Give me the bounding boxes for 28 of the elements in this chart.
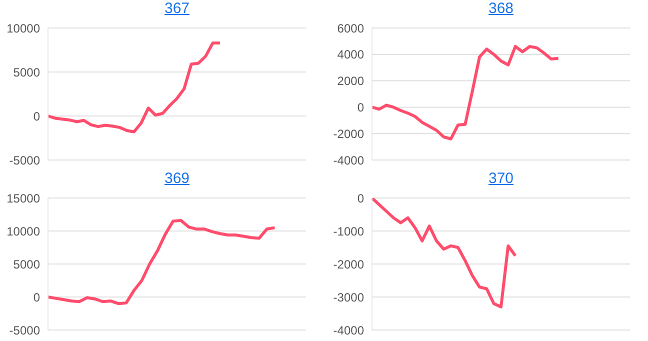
y-tick-label: -2000 <box>333 126 364 141</box>
y-tick-label: -5000 <box>9 323 40 338</box>
y-tick-label: -3000 <box>333 290 364 304</box>
y-tick-label: -4000 <box>333 323 364 338</box>
y-tick-label: 0 <box>357 100 364 114</box>
y-tick-label: 0 <box>33 109 40 124</box>
line-series <box>46 41 222 134</box>
chart-title: 369 <box>163 170 191 187</box>
y-tick-label: -1000 <box>333 224 364 238</box>
line-series <box>370 44 560 140</box>
y-tick-label: 5000 <box>13 65 40 80</box>
y-tick-label: -4000 <box>333 153 364 168</box>
y-tick-label: 0 <box>33 290 40 304</box>
y-tick-label: 10000 <box>6 224 40 238</box>
y-tick-label: 10000 <box>6 21 40 36</box>
y-tick-label: 6000 <box>337 21 364 36</box>
chart-title: 368 <box>487 0 515 17</box>
y-tick-label: -2000 <box>333 257 364 272</box>
chart-title: 370 <box>487 170 515 187</box>
y-tick-label: 5000 <box>13 257 40 272</box>
line-series <box>46 218 276 306</box>
line-series <box>370 198 517 308</box>
y-tick-label: 4000 <box>337 48 364 62</box>
y-tick-label: 2000 <box>337 74 364 88</box>
y-tick-label: 15000 <box>6 191 40 206</box>
chart-title: 367 <box>163 0 191 17</box>
y-tick-label: 0 <box>357 191 364 206</box>
y-tick-label: -5000 <box>9 153 40 168</box>
